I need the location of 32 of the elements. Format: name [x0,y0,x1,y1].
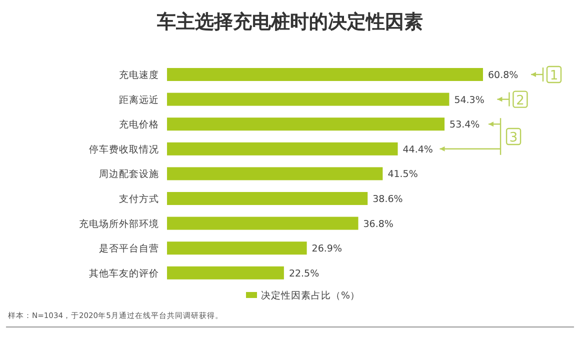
data-label: 36.8% [363,218,394,230]
y-tick-label: 停车费收取情况 [89,143,159,156]
bar [167,142,398,156]
bar [167,192,368,205]
y-tick-label: 支付方式 [119,193,159,205]
bar [167,118,445,131]
y-tick-label: 充电价格 [119,118,159,131]
data-label: 44.4% [402,144,433,156]
legend-label: 决定性因素占比（%） [261,290,360,302]
text: 1 [550,68,558,84]
bar [167,92,450,106]
data-label: 38.6% [372,194,403,205]
y-tick-label: 充电场所外部环境 [79,218,159,230]
chart-title: 车主选择充电桩时的决定性因素 [156,11,423,33]
y-tick-label: 距离远近 [119,94,159,106]
data-label: 41.5% [388,169,418,180]
bar [167,266,284,280]
text: 2 [516,93,524,108]
text: 3 [509,130,518,146]
y-tick-label: 周边配套设施 [99,168,159,180]
bar [167,242,307,255]
bar [167,68,483,81]
y-tick-label: 充电速度 [119,69,159,81]
data-label: 60.8% [488,70,518,81]
data-label: 53.4% [450,120,480,131]
data-label: 22.5% [288,268,320,280]
data-label: 26.9% [312,244,342,255]
y-tick-label: 是否平台自营 [99,242,159,255]
data-label: 54.3% [454,94,484,106]
bar [167,216,358,230]
bar [167,167,383,180]
y-tick-label: 其他车友的评价 [89,267,159,280]
